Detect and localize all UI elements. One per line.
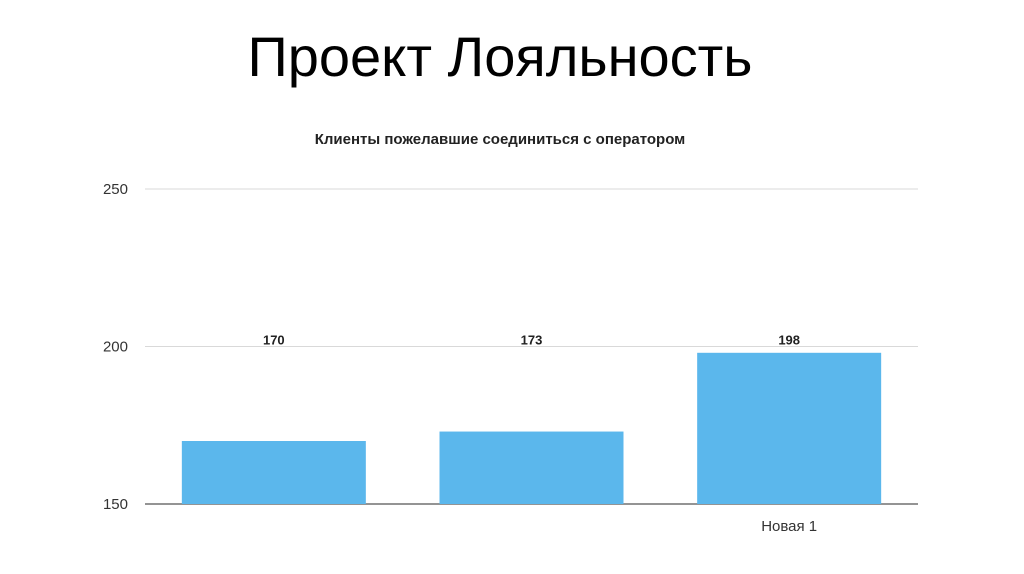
chart-title: Клиенты пожелавшие соединиться с операто… (314, 131, 686, 148)
x-tick-label: Новая 1 (761, 518, 817, 535)
y-tick-label: 150 (103, 496, 128, 513)
data-label: 198 (778, 333, 800, 348)
data-label: 170 (263, 333, 285, 348)
slide-title: Проект Лояльность (247, 25, 753, 88)
y-tick-label: 200 (103, 339, 128, 356)
bar (181, 441, 366, 504)
bar (697, 352, 882, 504)
data-label: 173 (521, 333, 543, 348)
bar (439, 431, 624, 504)
y-tick-label: 250 (103, 181, 128, 198)
